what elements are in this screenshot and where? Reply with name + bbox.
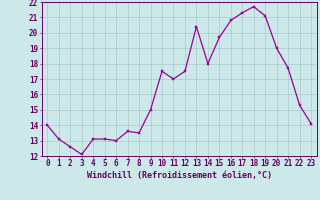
X-axis label: Windchill (Refroidissement éolien,°C): Windchill (Refroidissement éolien,°C) [87,171,272,180]
